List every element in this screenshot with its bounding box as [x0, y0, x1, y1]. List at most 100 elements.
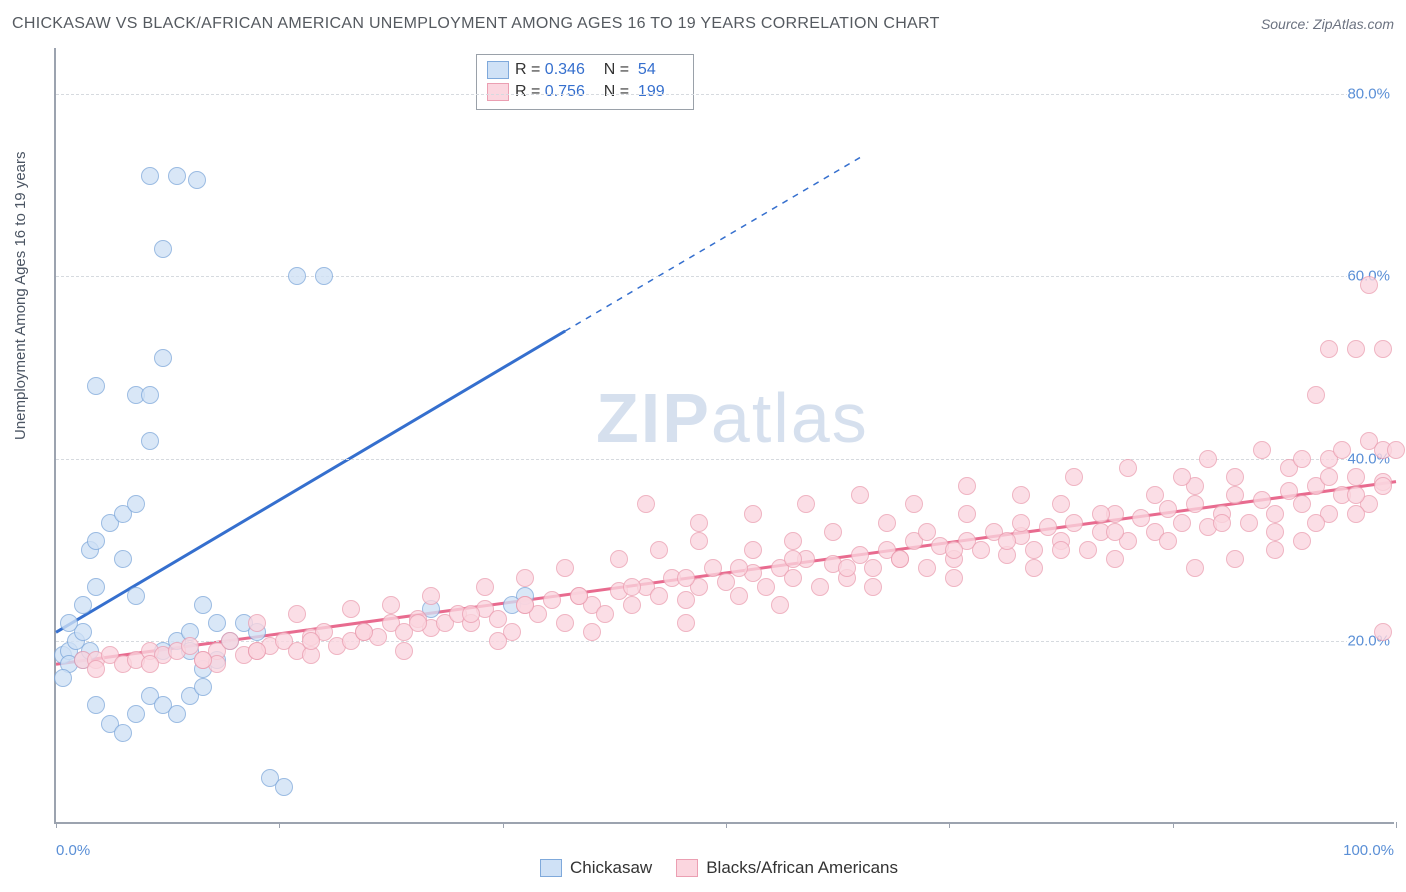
data-point: [1065, 514, 1083, 532]
x-tick: [1396, 822, 1397, 828]
data-point: [355, 623, 373, 641]
legend-label: Chickasaw: [570, 858, 652, 878]
data-point: [248, 642, 266, 660]
data-point: [1186, 495, 1204, 513]
data-point: [945, 569, 963, 587]
stats-legend-box: R = 0.346 N = 54 R = 0.756 N = 199: [476, 54, 694, 110]
data-point: [154, 349, 172, 367]
data-point: [1092, 505, 1110, 523]
data-point: [87, 578, 105, 596]
data-point: [141, 655, 159, 673]
data-point: [864, 559, 882, 577]
data-point: [570, 587, 588, 605]
data-point: [1025, 541, 1043, 559]
data-point: [730, 559, 748, 577]
data-point: [87, 377, 105, 395]
plot-area: ZIPatlas R = 0.346 N = 54 R = 0.756 N = …: [54, 48, 1394, 824]
data-point: [1374, 623, 1392, 641]
data-point: [342, 600, 360, 618]
data-point: [1119, 459, 1137, 477]
data-point: [1012, 514, 1030, 532]
data-point: [1293, 450, 1311, 468]
data-point: [127, 495, 145, 513]
x-tick-label: 0.0%: [56, 842, 90, 859]
x-tick: [1173, 822, 1174, 828]
data-point: [878, 514, 896, 532]
data-point: [998, 532, 1016, 550]
x-tick-label: 100.0%: [1343, 842, 1394, 859]
watermark-bold: ZIP: [596, 379, 711, 457]
data-point: [409, 614, 427, 632]
data-point: [1213, 514, 1231, 532]
data-point: [127, 587, 145, 605]
stats-row: R = 0.346 N = 54: [487, 59, 683, 81]
data-point: [677, 569, 695, 587]
data-point: [288, 605, 306, 623]
data-point: [248, 614, 266, 632]
data-point: [87, 660, 105, 678]
data-point: [194, 678, 212, 696]
data-point: [1199, 450, 1217, 468]
stats-text: R = 0.346 N = 54: [515, 59, 683, 81]
data-point: [757, 578, 775, 596]
chart-title: CHICKASAW VS BLACK/AFRICAN AMERICAN UNEM…: [12, 15, 940, 33]
data-point: [476, 578, 494, 596]
gridline-h: [56, 276, 1394, 277]
data-point: [87, 696, 105, 714]
gridline-h: [56, 459, 1394, 460]
data-point: [1146, 486, 1164, 504]
data-point: [1374, 340, 1392, 358]
data-point: [1065, 468, 1083, 486]
data-point: [972, 541, 990, 559]
data-point: [543, 591, 561, 609]
data-point: [690, 532, 708, 550]
data-point: [556, 559, 574, 577]
data-point: [1106, 550, 1124, 568]
data-point: [141, 432, 159, 450]
data-point: [516, 569, 534, 587]
data-point: [516, 596, 534, 614]
data-point: [1307, 386, 1325, 404]
data-point: [1226, 486, 1244, 504]
data-point: [690, 514, 708, 532]
data-point: [1079, 541, 1097, 559]
data-point: [623, 596, 641, 614]
data-point: [811, 578, 829, 596]
regression-lines: [56, 48, 1394, 822]
data-point: [1025, 559, 1043, 577]
stats-swatch: [487, 61, 509, 79]
data-point: [1293, 495, 1311, 513]
data-point: [1347, 468, 1365, 486]
data-point: [422, 587, 440, 605]
legend-item: Chickasaw: [540, 858, 652, 878]
data-point: [1360, 276, 1378, 294]
x-tick: [56, 822, 57, 828]
data-point: [1186, 559, 1204, 577]
data-point: [1052, 541, 1070, 559]
data-point: [1253, 441, 1271, 459]
data-point: [623, 578, 641, 596]
legend-item: Blacks/African Americans: [676, 858, 898, 878]
data-point: [1226, 550, 1244, 568]
data-point: [489, 632, 507, 650]
data-point: [650, 541, 668, 559]
data-point: [677, 591, 695, 609]
legend-bottom: Chickasaw Blacks/African Americans: [540, 858, 898, 878]
data-point: [744, 541, 762, 559]
data-point: [851, 486, 869, 504]
data-point: [784, 550, 802, 568]
stats-swatch: [487, 83, 509, 101]
data-point: [1266, 505, 1284, 523]
data-point: [864, 578, 882, 596]
data-point: [1173, 514, 1191, 532]
data-point: [1320, 468, 1338, 486]
data-point: [824, 523, 842, 541]
data-point: [891, 550, 909, 568]
legend-swatch: [540, 859, 562, 877]
legend-swatch: [676, 859, 698, 877]
data-point: [1240, 514, 1258, 532]
data-point: [637, 495, 655, 513]
data-point: [1052, 495, 1070, 513]
data-point: [918, 559, 936, 577]
data-point: [610, 550, 628, 568]
